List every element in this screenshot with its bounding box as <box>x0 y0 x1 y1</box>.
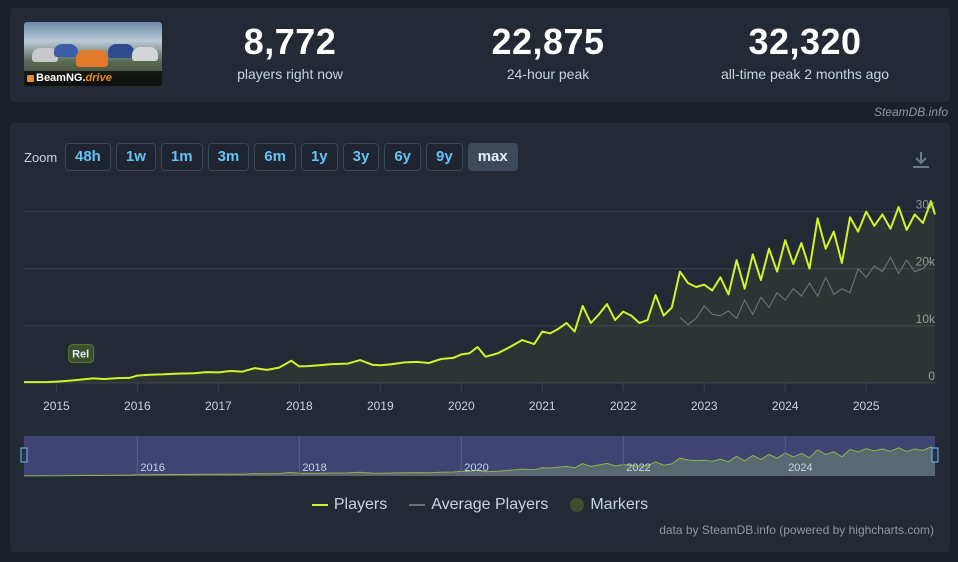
x-tick-label: 2024 <box>772 399 799 413</box>
navigator-tick-label: 2018 <box>302 462 326 474</box>
player-count-chart[interactable]: 2015 2016 2017 2018 2019 2020 2021 2022 2023 2024… <box>10 183 950 493</box>
current-players-value: 8,772 <box>243 21 337 62</box>
zoom-label: Zoom <box>24 150 58 165</box>
x-tick-label: 2019 <box>367 399 394 413</box>
marker-label: Rel <box>72 349 89 361</box>
markers-swatch <box>570 498 585 512</box>
y-tick-label: 10k <box>916 312 936 326</box>
x-tick-label: 2015 <box>43 399 70 413</box>
stat-24h-peak: 22,875 24-hour peak <box>458 21 638 83</box>
x-tick-label: 2017 <box>205 399 232 413</box>
zoom-button-max[interactable]: max <box>467 143 518 171</box>
game-name-accent: drive <box>85 72 112 84</box>
x-axis: 2015 2016 2017 2018 2019 2020 2021 2022 2023 2024… <box>24 382 935 413</box>
stat-current: 8,772 players right now <box>210 21 370 83</box>
all-time-peak-value: 32,320 <box>748 21 862 62</box>
x-tick-label: 2020 <box>448 399 475 413</box>
all-time-peak-label: all-time peak 2 months ago <box>720 66 890 82</box>
car-graphic <box>54 44 78 57</box>
navigator-tick-label: 2024 <box>788 462 812 474</box>
steamdb-credit[interactable]: SteamDB.info <box>873 105 948 119</box>
x-tick-label: 2025 <box>853 399 880 413</box>
legend-players[interactable]: Players <box>311 496 388 514</box>
current-players-label: players right now <box>237 66 343 82</box>
download-icon[interactable] <box>910 149 932 171</box>
highcharts-credit[interactable]: data by SteamDB.info (powered by highcha… <box>659 523 934 537</box>
players-swatch <box>311 504 328 506</box>
game-logo: BeamNG.drive <box>24 71 162 86</box>
game-name: BeamNG. <box>36 72 86 84</box>
legend-average-label: Average Players <box>431 496 549 513</box>
zoom-button-48h[interactable]: 48h <box>65 143 111 171</box>
players-area-fill <box>24 201 935 383</box>
y-tick-label: 0 <box>928 369 935 383</box>
chart-legend: Players Average Players Markers <box>10 496 950 514</box>
car-graphic <box>132 47 158 61</box>
navigator-window[interactable] <box>24 436 935 476</box>
game-thumbnail[interactable]: BeamNG.drive <box>24 22 162 86</box>
car-graphic <box>76 50 108 67</box>
legend-markers[interactable]: Markers <box>570 496 648 514</box>
legend-markers-label: Markers <box>590 496 649 513</box>
y-axis: 010k20k30k <box>916 198 936 383</box>
x-tick-label: 2022 <box>610 399 637 413</box>
players-line <box>24 200 936 384</box>
stat-all-time-peak: 32,320 all-time peak 2 months ago <box>700 21 910 83</box>
navigator-handle[interactable] <box>20 447 28 463</box>
release-marker[interactable]: Rel <box>68 344 95 364</box>
chart-panel: Zoom 48h 1w 1m 3m 6m 1y 3y 6y 9y max 2015 2016 2017… <box>10 123 950 552</box>
navigator[interactable]: 2016 2018 2020 2022 2024 <box>20 436 939 477</box>
navigator-tick-label: 2022 <box>626 462 650 474</box>
legend-average[interactable]: Average Players <box>409 496 548 514</box>
zoom-buttons: 48h 1w 1m 3m 6m 1y 3y 6y 9y max <box>65 143 518 171</box>
zoom-button-3m[interactable]: 3m <box>207 143 250 171</box>
zoom-button-6m[interactable]: 6m <box>254 143 296 171</box>
legend-players-label: Players <box>333 496 388 513</box>
zoom-button-6y[interactable]: 6y <box>384 143 421 171</box>
car-graphic <box>32 48 58 62</box>
stats-panel: BeamNG.drive 8,772 players right now 22,… <box>10 8 950 102</box>
x-tick-label: 2016 <box>124 399 151 413</box>
navigator-line <box>24 446 936 477</box>
peak-24h-label: 24-hour peak <box>506 66 590 82</box>
y-tick-label: 20k <box>916 255 936 269</box>
average-players-line <box>679 256 932 326</box>
x-tick-label: 2018 <box>286 399 313 413</box>
x-tick-label: 2021 <box>529 399 556 413</box>
navigator-area <box>24 446 935 476</box>
navigator-tick-label: 2016 <box>140 462 164 474</box>
zoom-button-1m[interactable]: 1m <box>160 143 203 171</box>
zoom-button-3y[interactable]: 3y <box>342 143 380 171</box>
average-swatch <box>409 504 426 506</box>
navigator-tick-label: 2020 <box>464 462 488 474</box>
zoom-button-9y[interactable]: 9y <box>426 143 463 171</box>
zoom-button-1y[interactable]: 1y <box>300 143 338 171</box>
zoom-button-1w[interactable]: 1w <box>115 143 156 171</box>
marker-badge <box>68 344 95 364</box>
peak-24h-value: 22,875 <box>491 21 605 62</box>
logo-mark-icon <box>27 75 34 82</box>
navigator-handle[interactable] <box>931 447 939 463</box>
download-icon-graphic <box>913 152 929 168</box>
x-tick-label: 2023 <box>691 399 718 413</box>
car-graphic <box>108 44 134 58</box>
